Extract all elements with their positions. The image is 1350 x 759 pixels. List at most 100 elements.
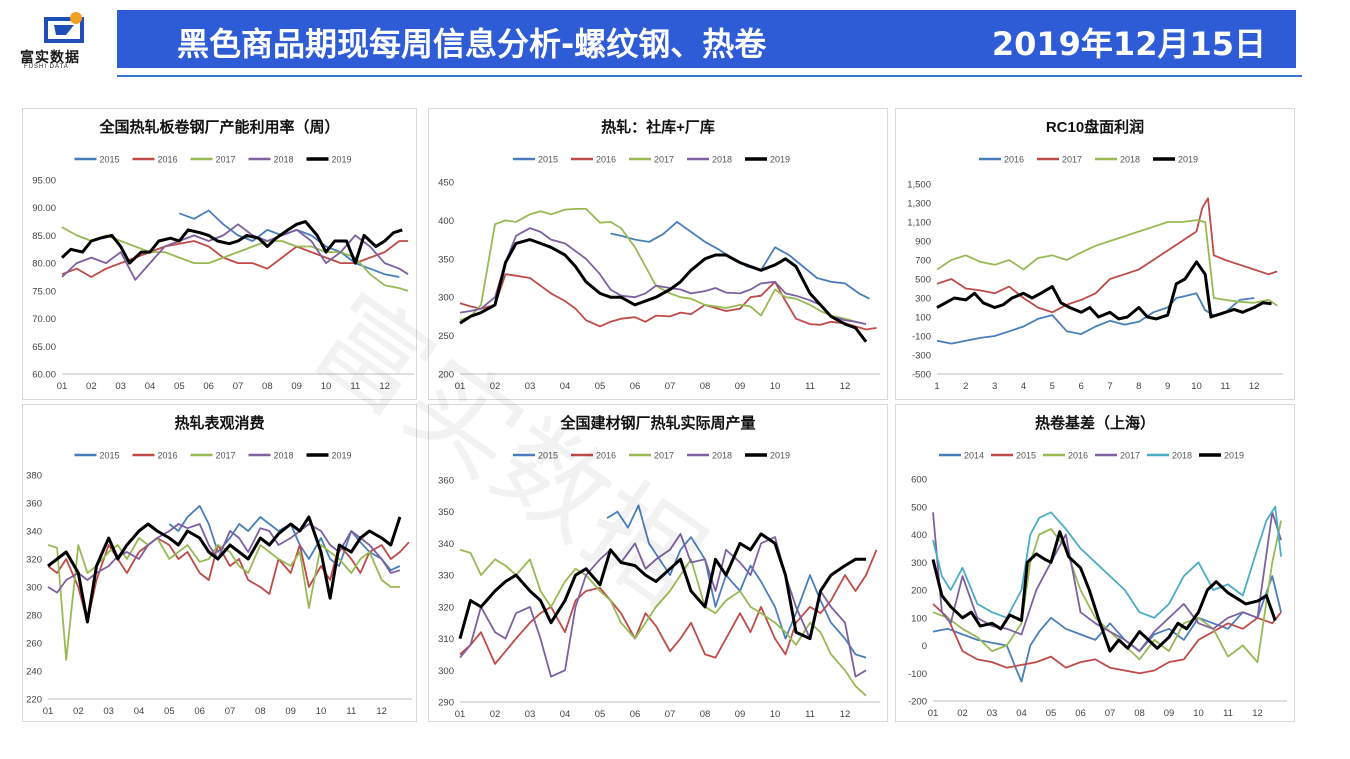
legend-item-2017: 2017	[629, 451, 674, 461]
y-tick-label: -100	[912, 332, 931, 343]
y-tick-label: 1,300	[907, 199, 931, 210]
legend-label: 2017	[1120, 451, 1140, 461]
chart-title: 热轧：社库+厂库	[601, 118, 715, 136]
x-tick-label: 7	[1107, 381, 1112, 392]
series-line-2015	[932, 603, 1282, 675]
legend-item-2017: 2017	[1095, 451, 1140, 461]
x-tick-label: 11	[346, 706, 356, 717]
legend-label: 2017	[654, 155, 674, 165]
legend-label: 2018	[274, 155, 294, 165]
chart-panel-3: RC10盘面利润 2016 2017 2018 2019 1,500 1,300 1,100 9…	[895, 108, 1295, 400]
legend-label: 2019	[332, 155, 352, 165]
x-tick-label: 11	[805, 709, 815, 720]
x-tick-label: 10	[770, 709, 781, 720]
x-tick-label: 09	[285, 706, 296, 717]
legend-label: 2018	[1120, 155, 1140, 165]
series-line-2019	[936, 260, 1272, 321]
header-divider	[117, 75, 1302, 77]
legend-item-2015: 2015	[74, 451, 120, 461]
x-tick-label: 8	[1136, 381, 1141, 392]
legend-item-2015: 2015	[513, 155, 558, 165]
chart-frame	[428, 404, 888, 722]
x-tick-label: 07	[665, 381, 676, 392]
x-tick-label: 4	[1021, 381, 1026, 392]
x-tick-label: 02	[73, 706, 84, 717]
series-line-2019	[931, 530, 1277, 653]
x-tick-label: 11	[805, 381, 815, 392]
legend-item-2019: 2019	[306, 451, 352, 461]
x-tick-label: 08	[255, 706, 266, 717]
legend-label: 2016	[596, 451, 616, 461]
x-tick-label: 05	[595, 709, 606, 720]
x-tick-label: 06	[203, 381, 214, 392]
y-tick-label: 340	[438, 539, 454, 550]
legend-label: 2018	[274, 451, 294, 461]
legend-item-2016: 2016	[132, 451, 178, 461]
x-tick-label: 11	[1220, 381, 1230, 392]
x-tick-label: 10	[1191, 381, 1202, 392]
x-tick-label: 03	[525, 381, 536, 392]
x-tick-label: 07	[233, 381, 244, 392]
x-tick-label: 09	[735, 709, 746, 720]
logo-mark-icon	[44, 12, 84, 43]
y-tick-label: 260	[26, 639, 42, 650]
series-line-2016	[932, 520, 1282, 664]
x-tick-label: 02	[490, 381, 501, 392]
y-tick-label: 90.00	[32, 203, 56, 214]
page-title: 黑色商品期现每周信息分析-螺纹钢、热卷	[177, 25, 767, 63]
legend-label: 2017	[216, 451, 236, 461]
y-tick-label: -100	[908, 669, 927, 680]
x-tick-label: 02	[490, 709, 501, 720]
y-tick-label: 200	[438, 370, 454, 381]
chart-panel-4: 热轧表观消费 2015 2016 2017 2018 2019 380 360 340 320 30…	[22, 404, 417, 722]
legend-item-2018: 2018	[1095, 155, 1140, 165]
legend-item-2015: 2015	[513, 451, 558, 461]
chart-frame	[22, 404, 417, 722]
x-tick-label: 06	[194, 706, 205, 717]
legend-item-2016: 2016	[132, 155, 178, 165]
x-tick-label: 3	[992, 381, 997, 392]
series-line-2018	[459, 532, 867, 678]
y-tick-label: 85.00	[32, 231, 56, 242]
legend-item-2014: 2014	[939, 451, 984, 461]
y-tick-label: -300	[912, 351, 931, 362]
legend-item-2019: 2019	[745, 451, 790, 461]
y-tick-label: -200	[908, 697, 927, 708]
chart-title: 热卷基差（上海）	[1035, 414, 1155, 432]
y-tick-label: 290	[438, 698, 454, 709]
y-tick-label: 360	[438, 476, 454, 487]
report-date: 2019年12月15日	[991, 25, 1266, 63]
series-line-2019	[47, 515, 402, 624]
y-tick-label: 900	[915, 237, 931, 248]
legend-label: 2017	[1062, 155, 1082, 165]
legend-item-2019: 2019	[1153, 155, 1198, 165]
x-tick-label: 5	[1050, 381, 1055, 392]
y-tick-label: 500	[911, 502, 927, 513]
legend-item-2017: 2017	[629, 155, 674, 165]
legend-label: 2016	[158, 451, 178, 461]
legend-label: 2016	[1004, 155, 1024, 165]
y-tick-label: 300	[915, 294, 931, 305]
legend-label: 2015	[538, 155, 558, 165]
series-line-2017	[459, 548, 867, 697]
series-line-2018	[936, 219, 1278, 307]
legend-label: 2015	[538, 451, 558, 461]
chart-panel-2: 热轧：社库+厂库 2015 2016 2017 2018 2019 450 400 350 300…	[428, 108, 888, 400]
y-tick-label: 300	[438, 666, 454, 677]
x-tick-label: 10	[1193, 708, 1204, 719]
y-tick-label: -500	[912, 370, 931, 381]
y-tick-label: 360	[26, 499, 42, 510]
x-tick-label: 09	[735, 381, 746, 392]
legend-label: 2019	[770, 451, 790, 461]
x-tick-label: 12	[379, 381, 390, 392]
series-line-2015	[606, 504, 867, 659]
x-tick-label: 07	[665, 709, 676, 720]
y-tick-label: 340	[26, 527, 42, 538]
x-tick-label: 12	[1252, 708, 1263, 719]
y-tick-label: 200	[911, 586, 927, 597]
y-tick-label: 1,100	[907, 218, 931, 229]
chart-frame	[895, 108, 1295, 400]
legend-label: 2019	[770, 155, 790, 165]
x-tick-label: 04	[560, 381, 571, 392]
x-tick-label: 05	[595, 381, 606, 392]
